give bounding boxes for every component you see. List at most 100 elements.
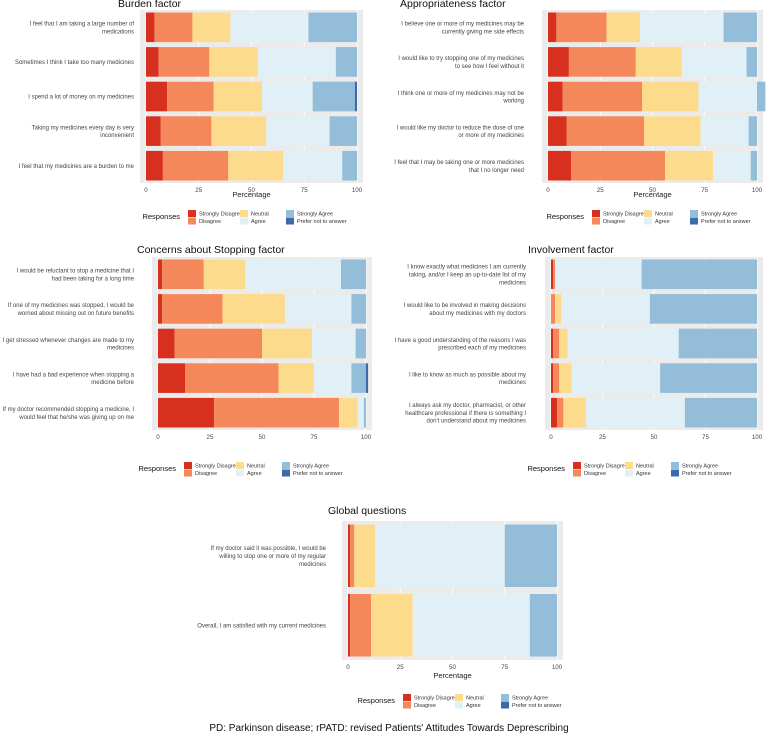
category-label-line: I always ask my doctor, pharmacist, or o… <box>409 403 526 409</box>
bar-segment <box>606 12 640 43</box>
legend-key <box>501 701 509 709</box>
legend-key <box>403 694 411 701</box>
legend-label: Disagree <box>195 471 217 477</box>
category-label: I get stressed whenever changes are made… <box>3 338 134 352</box>
bar-segment <box>412 594 530 657</box>
x-tick-label: 75 <box>701 187 708 194</box>
x-tick-label: 100 <box>352 187 363 194</box>
category-label: I would be reluctant to stop a medicine … <box>17 269 135 283</box>
bar-segment <box>348 524 351 587</box>
bar-segment <box>338 397 358 428</box>
x-tick-label: 0 <box>346 664 350 671</box>
bar-segment <box>562 81 643 112</box>
bar-segment <box>335 47 357 77</box>
bar-segment <box>684 397 757 428</box>
bar-segment <box>266 116 330 146</box>
x-tick-label: 50 <box>449 664 456 671</box>
category-label-line: or more of my medicines <box>458 133 524 139</box>
bar-segment <box>162 150 229 181</box>
bar-segment <box>548 116 567 146</box>
bar-segment <box>551 259 554 290</box>
bar-segment <box>570 150 666 181</box>
category-label-line: I think one or more of my medicines may … <box>398 91 525 97</box>
category-label-line: medicines <box>499 280 526 286</box>
bar-segment <box>357 397 364 428</box>
category-label: I would like to try stopping one of my m… <box>398 56 524 70</box>
panel-1: Appropriateness factor I believe one or m… <box>394 0 766 225</box>
bar-segment <box>370 594 413 657</box>
x-tick-label: 100 <box>552 664 563 671</box>
category-label-line: willing to stop one or more of my regula… <box>218 554 326 560</box>
legend-key <box>592 217 600 225</box>
bar-segment <box>641 259 757 290</box>
legend-key <box>625 462 633 469</box>
category-label-line: medicine before <box>91 380 134 386</box>
legend-label: Strongly Agree <box>512 696 548 702</box>
legend-label: Neutral <box>636 464 654 470</box>
legend-label: Neutral <box>655 212 673 218</box>
category-label-line: working <box>502 99 524 105</box>
bar-segment <box>553 328 560 359</box>
category-label-line: I spend a lot of money on my medicines <box>28 95 134 101</box>
bar-segment <box>757 81 766 112</box>
bar-segment <box>158 363 186 393</box>
legend-label: Strongly Agree <box>297 212 333 218</box>
x-axis-label: Percentage <box>232 190 270 199</box>
bar-segment <box>284 294 352 324</box>
legend-label: Prefer not to answer <box>512 703 562 709</box>
bar-segment <box>557 397 564 428</box>
category-label-line: that I no longer need <box>469 168 524 174</box>
bar-segment <box>257 47 336 77</box>
bar-segment <box>355 328 366 359</box>
bar-segment <box>555 294 562 324</box>
legend-label: Strongly Disagree <box>414 696 458 702</box>
category-label-line: I feel that I may be taking one or more … <box>394 160 524 166</box>
legend-title: Responses <box>546 212 584 221</box>
bar-segment <box>222 294 285 324</box>
legend-key <box>184 462 192 469</box>
legend-label: Prefer not to answer <box>293 471 343 477</box>
legend-key <box>240 210 248 217</box>
bar-segment <box>158 328 175 359</box>
category-label-line: prescribed each of my medicines <box>438 346 526 352</box>
bar-segment <box>278 363 314 393</box>
category-label-line: Overall, I am satisfied with my current … <box>197 623 326 629</box>
legend-key <box>644 210 652 217</box>
bar-segment <box>262 81 313 112</box>
category-label: Taking my medicines every day is very inc… <box>32 125 135 139</box>
legend-label: Agree <box>466 703 481 709</box>
bar-segment <box>375 524 505 587</box>
bar-segment <box>504 524 557 587</box>
bar-segment <box>230 12 309 43</box>
bar-segment <box>665 150 714 181</box>
panel-0: Burden factor I feel that I am taking a l… <box>15 0 363 225</box>
bar-segment <box>228 150 284 181</box>
category-label-line: I would like to try stopping one of my m… <box>398 56 524 62</box>
bar-segment <box>548 81 563 112</box>
legend-label: Neutral <box>247 464 265 470</box>
category-label-line: I feel that I am taking a large number o… <box>30 22 135 28</box>
legend-key <box>282 469 290 477</box>
category-label: I spend a lot of money on my medicines <box>28 95 134 101</box>
bar-segment <box>146 47 159 77</box>
legend-title: Responses <box>357 696 395 705</box>
bar-segment <box>342 150 357 181</box>
category-label-line: medicines <box>299 562 326 568</box>
category-label: Overall, I am satisfied with my current … <box>197 623 326 629</box>
category-label: I know exactly what medicines I am curre… <box>407 265 526 287</box>
x-tick-label: 0 <box>144 187 148 194</box>
panel-2: Concerns about Stopping factor I would be… <box>3 244 372 477</box>
bar-segment <box>312 81 355 112</box>
bar-segment <box>245 259 342 290</box>
bar-segment <box>350 524 355 587</box>
legend-label: Strongly Agree <box>293 464 329 470</box>
bar-segment <box>209 47 258 77</box>
bar-segment <box>167 81 214 112</box>
bar-segment <box>635 47 682 77</box>
bar-segment <box>192 12 231 43</box>
category-label-line: I would like to be involved in making de… <box>404 303 526 309</box>
bar-segment <box>363 397 366 428</box>
